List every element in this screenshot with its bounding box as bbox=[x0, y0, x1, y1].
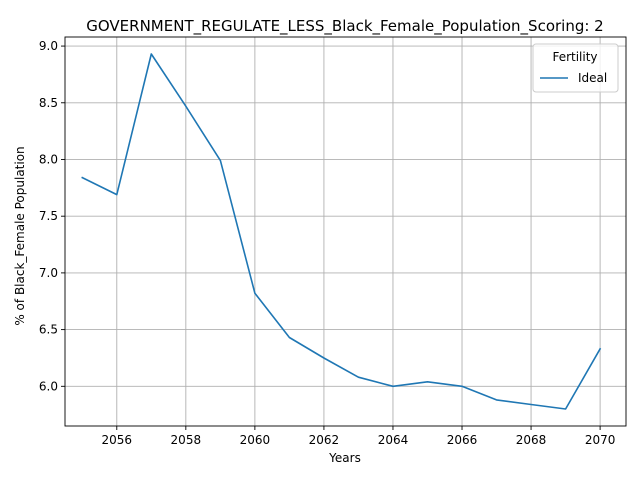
y-tick-label: 7.0 bbox=[39, 266, 58, 280]
series-line-ideal bbox=[81, 53, 602, 410]
grid-lines bbox=[65, 37, 626, 426]
x-tick-label: 2060 bbox=[240, 433, 271, 447]
x-tick-labels: 2056 2058 2060 2062 2064 2066 2068 2070 bbox=[102, 433, 616, 447]
x-tick-label: 2058 bbox=[171, 433, 202, 447]
legend-label-ideal: Ideal bbox=[578, 71, 607, 85]
y-tick-label: 6.0 bbox=[39, 379, 58, 393]
x-tick-label: 2056 bbox=[102, 433, 133, 447]
y-tick-label: 8.0 bbox=[39, 152, 58, 166]
x-tick-label: 2066 bbox=[447, 433, 478, 447]
legend: Fertility Ideal bbox=[532, 43, 619, 93]
plot-frame bbox=[64, 36, 627, 427]
y-tick-labels: 6.0 6.5 7.0 7.5 8.0 8.5 9.0 bbox=[39, 39, 58, 393]
axis-ticks bbox=[61, 45, 601, 430]
y-tick-label: 7.5 bbox=[39, 209, 58, 223]
series-layer bbox=[81, 53, 602, 410]
x-tick-label: 2070 bbox=[585, 433, 616, 447]
x-axis-label: Years bbox=[328, 451, 361, 465]
chart-title: GOVERNMENT_REGULATE_LESS_Black_Female_Po… bbox=[86, 17, 603, 36]
x-tick-label: 2068 bbox=[516, 433, 547, 447]
x-tick-label: 2064 bbox=[378, 433, 409, 447]
legend-title: Fertility bbox=[552, 50, 597, 64]
y-tick-label: 6.5 bbox=[39, 323, 58, 337]
legend-box bbox=[532, 43, 619, 93]
y-tick-label: 9.0 bbox=[39, 39, 58, 53]
y-tick-label: 8.5 bbox=[39, 96, 58, 110]
y-axis-label: % of Black_Female Population bbox=[13, 146, 27, 325]
x-tick-label: 2062 bbox=[309, 433, 340, 447]
